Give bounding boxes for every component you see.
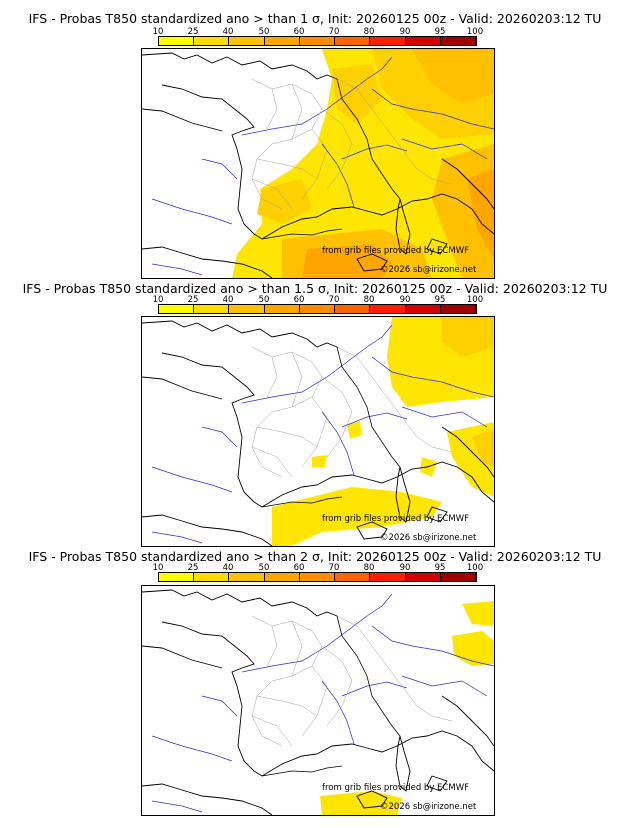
country-borders <box>261 346 401 508</box>
colorbar-tick: 100 <box>466 563 484 573</box>
colorbar-segment <box>229 573 265 581</box>
colorbar-segment <box>335 305 370 313</box>
rivers <box>151 56 494 276</box>
colorbar-tick: 40 <box>222 295 234 305</box>
panel-title: IFS - Probas T850 standardized ano > tha… <box>28 11 602 26</box>
colorbar-tick: 80 <box>363 27 375 37</box>
map-graphic <box>142 317 494 546</box>
probability-map: from grib files provided by ECMWF ©2026 … <box>141 48 495 279</box>
credit-copyright: ©2026 sb@irizone.net <box>380 802 477 812</box>
colorbar-segment <box>406 37 441 45</box>
colorbar-tick: 90 <box>399 27 411 37</box>
panel-title: IFS - Probas T850 standardized ano > tha… <box>28 549 602 564</box>
colorbar-segment <box>441 37 476 45</box>
colorbar-segment <box>406 305 441 313</box>
coastlines <box>142 320 494 546</box>
colorbar-tick: 95 <box>434 563 446 573</box>
coastlines <box>142 589 494 815</box>
colorbar-tick: 10 <box>152 27 164 37</box>
colorbar-segment <box>441 573 476 581</box>
colorbar-segment <box>265 305 300 313</box>
colorbar-segment <box>194 37 229 45</box>
probability-map: from grib files provided by ECMWF ©2026 … <box>141 585 495 816</box>
colorbar-tick: 10 <box>152 563 164 573</box>
colorbar-segment <box>229 305 265 313</box>
probability-fill <box>232 49 494 278</box>
colorbar-tick: 100 <box>466 295 484 305</box>
colorbar-segment <box>335 573 370 581</box>
colorbar-segment <box>300 37 335 45</box>
credit-source: from grib files provided by ECMWF <box>322 783 469 793</box>
colorbar-segment <box>335 37 370 45</box>
probability-map: from grib files provided by ECMWF ©2026 … <box>141 316 495 547</box>
colorbar <box>158 572 477 582</box>
colorbar-segment <box>300 573 335 581</box>
colorbar-tick: 40 <box>222 563 234 573</box>
colorbar-tick: 90 <box>399 563 411 573</box>
colorbar-tick: 25 <box>187 27 199 37</box>
credit-source: from grib files provided by ECMWF <box>322 514 469 524</box>
administrative-borders <box>251 615 453 747</box>
colorbar-segment <box>194 573 229 581</box>
colorbar-segment <box>265 37 300 45</box>
probability-fill <box>272 317 494 546</box>
colorbar-tick: 70 <box>328 295 340 305</box>
colorbar-tick: 50 <box>258 295 270 305</box>
colorbar-segment <box>265 573 300 581</box>
credit-source: from grib files provided by ECMWF <box>322 246 469 256</box>
colorbar-segment <box>229 37 265 45</box>
map-graphic <box>142 49 494 278</box>
colorbar-segment <box>441 305 476 313</box>
rivers <box>151 593 494 813</box>
colorbar-tick: 70 <box>328 27 340 37</box>
coastlines <box>142 52 494 278</box>
administrative-borders <box>251 346 453 478</box>
rivers <box>151 324 494 544</box>
colorbar-segment <box>370 305 406 313</box>
colorbar-labels: 10 25 40 50 60 70 80 90 95 100 <box>153 27 484 37</box>
colorbar-segment <box>159 37 194 45</box>
colorbar <box>158 36 477 46</box>
colorbar-segment <box>370 573 406 581</box>
colorbar-tick: 95 <box>434 295 446 305</box>
credit-copyright: ©2026 sb@irizone.net <box>380 533 477 543</box>
country-borders <box>261 615 401 777</box>
colorbar-segment <box>406 573 441 581</box>
colorbar-segment <box>370 37 406 45</box>
colorbar-tick: 90 <box>399 295 411 305</box>
colorbar-segment <box>159 573 194 581</box>
colorbar-tick: 70 <box>328 563 340 573</box>
colorbar-tick: 60 <box>293 27 305 37</box>
colorbar <box>158 304 477 314</box>
colorbar-segment <box>194 305 229 313</box>
colorbar-tick: 40 <box>222 27 234 37</box>
colorbar-segment <box>159 305 194 313</box>
colorbar-labels: 10 25 40 50 60 70 80 90 95 100 <box>153 295 484 305</box>
country-borders <box>261 78 401 240</box>
colorbar-tick: 80 <box>363 563 375 573</box>
credit-copyright: ©2026 sb@irizone.net <box>380 265 477 275</box>
panel-title: IFS - Probas T850 standardized ano > tha… <box>22 281 608 296</box>
administrative-borders <box>251 78 453 210</box>
colorbar-tick: 10 <box>152 295 164 305</box>
colorbar-tick: 50 <box>258 563 270 573</box>
colorbar-tick: 60 <box>293 563 305 573</box>
colorbar-labels: 10 25 40 50 60 70 80 90 95 100 <box>153 563 484 573</box>
colorbar-tick: 60 <box>293 295 305 305</box>
colorbar-segment <box>300 305 335 313</box>
colorbar-tick: 100 <box>466 27 484 37</box>
map-graphic <box>142 589 494 815</box>
colorbar-tick: 80 <box>363 295 375 305</box>
colorbar-tick: 50 <box>258 27 270 37</box>
colorbar-tick: 95 <box>434 27 446 37</box>
colorbar-tick: 25 <box>187 295 199 305</box>
colorbar-tick: 25 <box>187 563 199 573</box>
